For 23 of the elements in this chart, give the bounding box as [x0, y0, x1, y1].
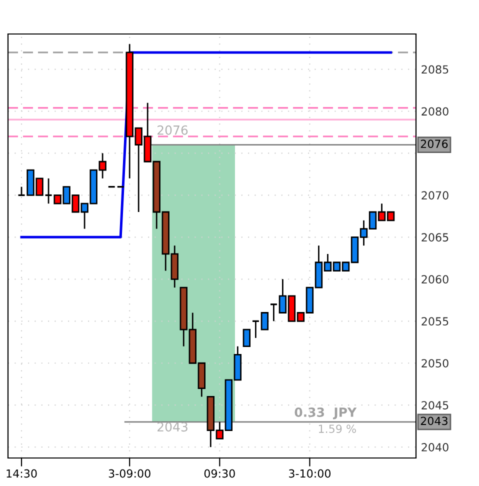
ref-line-label: 2043 [420, 416, 448, 426]
annotation: 2076 [158, 125, 188, 135]
candlestick [252, 320, 260, 339]
x-tick-label: 3-10:00 [289, 469, 331, 478]
y-tick-label: 2080 [422, 107, 448, 116]
y-tick-label: 2045 [422, 401, 448, 410]
y-tick-label: 2040 [422, 443, 448, 452]
x-tick-label: 09:30 [204, 469, 235, 478]
x-tick-label: 14:30 [6, 469, 37, 478]
y-tick-label: 2070 [422, 191, 448, 200]
ref-line-label: 2076 [420, 140, 448, 148]
y-tick-label: 2065 [422, 233, 448, 242]
candlestick [242, 328, 251, 348]
y-tick-label: 2055 [422, 317, 448, 326]
y-tick-label: 2060 [422, 275, 448, 284]
annotation: 1.59 % [318, 424, 356, 434]
y-tick-label: 2050 [422, 359, 448, 368]
annotation: 2043 [158, 422, 188, 432]
candlestick [270, 304, 278, 322]
annotation: 0.33 JPY [294, 408, 357, 420]
y-tick-label: 2085 [422, 65, 448, 74]
candlestick [260, 312, 269, 330]
x-tick-label: 3-09:00 [108, 469, 150, 478]
